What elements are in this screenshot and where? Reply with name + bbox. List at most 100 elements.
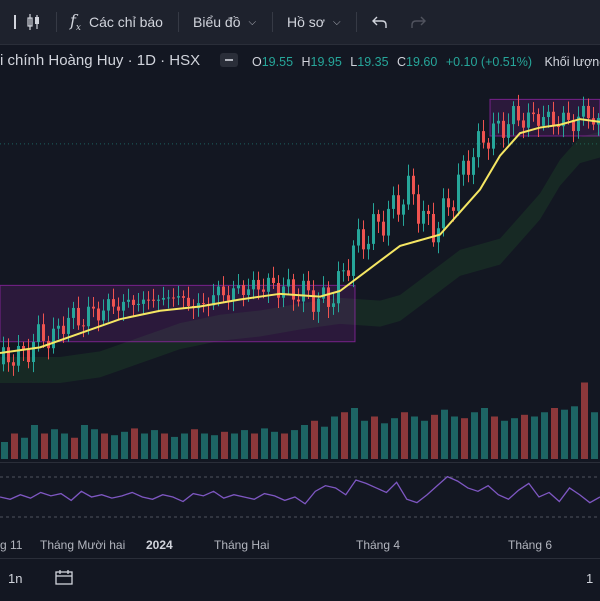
volume-bar	[521, 414, 528, 459]
volume-bar	[121, 431, 128, 459]
candle-body	[532, 112, 535, 115]
profile-menu-button[interactable]: Hồ sơ ⌵	[287, 0, 341, 44]
candle-body	[457, 174, 460, 211]
candle-body	[162, 297, 165, 300]
candle-body	[127, 299, 130, 302]
symbol-title[interactable]: i chính Hoàng Huy · 1D · HSX	[0, 52, 201, 69]
volume-bar	[191, 429, 198, 459]
volume-bar	[481, 408, 488, 459]
interval-button[interactable]: 1n	[8, 571, 23, 586]
volume-bar	[261, 428, 268, 459]
candle-body	[567, 112, 570, 120]
collapse-legend-icon[interactable]	[220, 53, 238, 67]
volume-bar	[591, 412, 598, 459]
candle-body	[137, 303, 140, 305]
candle-body	[432, 213, 435, 243]
low-value: 19.35	[357, 55, 389, 69]
rsi-pane[interactable]	[0, 462, 600, 531]
candle-body	[232, 288, 235, 301]
price-chart[interactable]	[0, 74, 600, 462]
candle-body	[2, 347, 5, 365]
candle-body	[362, 229, 365, 250]
candle-body	[582, 105, 585, 117]
candle-body	[277, 282, 280, 298]
volume-bar	[471, 412, 478, 459]
volume-bar	[461, 418, 468, 459]
volume-bar	[221, 431, 228, 459]
candle-body	[537, 114, 540, 126]
volume-bar	[501, 420, 508, 459]
candle-body	[382, 221, 385, 236]
calendar-range-icon[interactable]	[55, 569, 73, 588]
candle-body	[112, 299, 115, 307]
volume-bar	[21, 437, 28, 459]
volume-bar	[531, 416, 538, 459]
volume-bar	[1, 442, 8, 459]
candle-body	[272, 277, 275, 283]
candle-body	[587, 105, 590, 119]
rsi-chart	[0, 475, 600, 518]
volume-bar	[431, 414, 438, 459]
chevron-down-icon: ⌵	[332, 16, 341, 28]
undo-icon	[372, 16, 387, 28]
candle-body	[452, 207, 455, 211]
close-label: C	[397, 55, 407, 69]
candle-body	[302, 280, 305, 302]
candle-body	[62, 325, 65, 334]
candle-body	[52, 328, 55, 349]
candle-body	[37, 324, 40, 342]
undo-button[interactable]	[372, 0, 388, 44]
toolbar-divider	[356, 12, 357, 32]
candle-body	[512, 106, 515, 125]
candle-body	[392, 195, 395, 209]
candle-body	[182, 296, 185, 298]
candle-body	[97, 308, 100, 321]
candle-body	[467, 160, 470, 175]
redo-button[interactable]	[410, 0, 426, 44]
candle-body	[212, 295, 215, 306]
volume-bar	[491, 416, 498, 459]
ohlc-values: O19.55 H19.95 L19.35 C19.60 +0.10 (+0.51…	[252, 55, 600, 69]
candle-body	[497, 120, 500, 124]
candle-body	[337, 271, 340, 304]
partial-left-icon[interactable]	[8, 0, 16, 44]
volume-bar	[561, 409, 568, 459]
time-label: Tháng 4	[356, 538, 401, 552]
volume-bar	[311, 420, 318, 459]
volume-bar	[441, 409, 448, 459]
volume-bar	[131, 428, 138, 459]
candle-body	[402, 204, 405, 215]
candle-body	[142, 299, 145, 304]
candle-body	[197, 303, 200, 309]
candle-body	[322, 287, 325, 299]
candle-body	[552, 111, 555, 126]
chart-menu-button[interactable]: Biểu đồ ⌵	[193, 0, 256, 44]
candle-body	[462, 160, 465, 175]
candle-body	[372, 214, 375, 244]
candle-body	[122, 301, 125, 311]
redo-icon	[411, 16, 426, 28]
candle-body	[422, 210, 425, 224]
volume-bar	[11, 433, 18, 459]
indicators-button[interactable]: fx Các chỉ báo	[70, 0, 163, 44]
candle-body	[447, 198, 450, 208]
time-axis[interactable]: g 11 Tháng Mười hai 2024 Tháng Hai Tháng…	[0, 530, 600, 558]
volume-bar	[241, 430, 248, 459]
candle-body	[147, 299, 150, 301]
candle-body	[87, 306, 90, 327]
volume-bar	[511, 418, 518, 459]
candle-body	[117, 306, 120, 311]
bottom-toolbar: 1n 1	[0, 558, 600, 601]
candle-body	[27, 349, 30, 363]
candle-body	[82, 325, 85, 327]
candle-body	[172, 297, 175, 299]
candle-style-icon[interactable]	[26, 0, 42, 44]
volume-bar	[161, 433, 168, 459]
high-label: H	[301, 55, 311, 69]
volume-bar	[201, 433, 208, 459]
volume-bar	[421, 420, 428, 459]
volume-bar	[81, 425, 88, 459]
toolbar-divider	[178, 12, 179, 32]
candle-body	[102, 310, 105, 321]
volume-bar	[151, 430, 158, 459]
